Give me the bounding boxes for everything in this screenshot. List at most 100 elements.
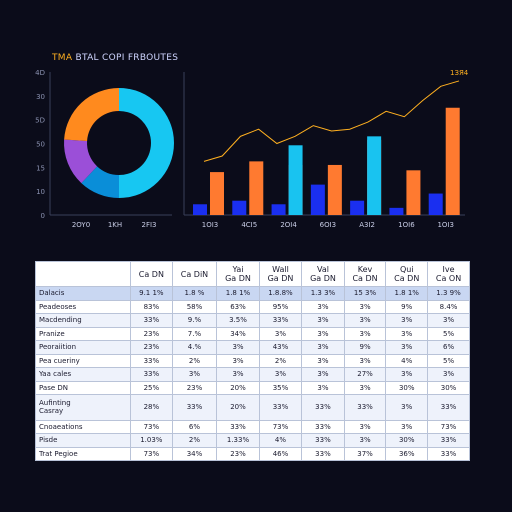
left-y-tick-label: 30: [36, 93, 45, 101]
table-cell: 1.33%: [216, 433, 260, 448]
table-cell: 3%: [343, 313, 387, 328]
donut-panel-axes: 4D 30 5D 50 15 10 0 2OY0 1KH 2FI3: [35, 69, 172, 229]
table-row-label: Aufinting Casray: [35, 394, 131, 421]
table-cell: 83%: [130, 299, 173, 314]
table-cell: 33%: [301, 446, 345, 461]
table-cell: 3.5%: [216, 313, 260, 328]
table-header-cell: Wall Ga DN: [258, 261, 303, 287]
table-cell: 3%: [343, 433, 387, 448]
table-cell: 35%: [258, 380, 303, 395]
table-cell: 33%: [301, 419, 345, 434]
table-row: Pea cueriny 33% 2% 3% 2% 3% 3% 4% 5%: [35, 353, 470, 368]
table-cell: 3%: [301, 313, 345, 328]
table-body: Dalacis 9.1 1% 1.8 % 1.8 1% 1.8.8% 1.3 3% 15 3…: [35, 286, 470, 461]
table-cell: 3%: [343, 353, 387, 368]
table-cell: 34%: [216, 326, 260, 341]
table-cell: 1.8 1%: [385, 286, 429, 301]
left-y-tick-label: 10: [36, 188, 45, 196]
table-cell: 73%: [130, 446, 173, 461]
table-cell: 3%: [343, 419, 387, 434]
table-cell: 3%: [301, 367, 345, 382]
table-cell: 43%: [258, 340, 303, 355]
table-cell: 3%: [301, 380, 345, 395]
chart-title: TMA BTAL COPI FRBOUTES: [52, 53, 178, 63]
table-header-cell: [35, 261, 131, 287]
table-cell: 95%: [258, 299, 303, 314]
trend-line: [203, 80, 460, 162]
table-cell: 30%: [427, 380, 470, 395]
left-y-tick-label: 4D: [35, 69, 45, 77]
table-row: Peadeoses 83% 58% 63% 95% 3% 3% 9% 8.4%: [35, 299, 470, 314]
table-cell: 20%: [216, 380, 260, 395]
table-cell: 63%: [216, 299, 260, 314]
bar-blue: [193, 204, 207, 215]
table-cell: 9%: [343, 340, 387, 355]
table-row: Dalacis 9.1 1% 1.8 % 1.8 1% 1.8.8% 1.3 3% 15 3…: [35, 286, 470, 301]
table-row: Pase DN 25% 23% 20% 35% 3% 3% 30% 30%: [35, 380, 470, 395]
table-cell: 33%: [171, 394, 218, 421]
table-cell: 2%: [171, 353, 218, 368]
table-cell: 33%: [216, 419, 260, 434]
donut-slice: [119, 88, 174, 198]
table-cell: 3%: [258, 367, 303, 382]
table-header-cell: Val Ga DN: [301, 261, 345, 287]
table-cell: 3%: [301, 340, 345, 355]
table-cell: 33%: [258, 313, 303, 328]
table-row-label: Pase DN: [35, 380, 131, 395]
table-cell: 2%: [171, 433, 218, 448]
table-cell: 34%: [171, 446, 218, 461]
bar-orange: [406, 170, 421, 215]
title-text: BTAL COPI FRBOUTES: [75, 53, 179, 63]
table-cell: 33%: [301, 433, 345, 448]
bar-cyan: [367, 136, 382, 215]
table-row-label: Pea cueriny: [35, 353, 131, 368]
table-cell: 25%: [130, 380, 173, 395]
left-y-tick-label: 15: [36, 164, 45, 172]
table-cell: 33%: [427, 446, 470, 461]
table-cell: 4.%: [171, 340, 218, 355]
table-cell: 7.%: [171, 326, 218, 341]
table-row: Trat Pegioe 73% 34% 23% 46% 33% 37% 36% 33%: [35, 446, 470, 461]
table-cell: 33%: [258, 394, 303, 421]
table-row-label: Pisde: [35, 433, 131, 448]
table-row-label: Pranize: [35, 326, 131, 341]
left-y-tick-label: 0: [41, 212, 45, 220]
left-x-tick-label: 2OY0: [72, 221, 90, 229]
table-cell: 33%: [343, 394, 387, 421]
table-cell: 3%: [301, 326, 345, 341]
table-cell: 6%: [171, 419, 218, 434]
bar-blue: [428, 193, 443, 215]
bar-orange: [327, 164, 342, 215]
table-row-label: Dalacis: [35, 286, 131, 301]
left-x-tick-label: 1KH: [108, 221, 122, 229]
table-cell: 73%: [130, 419, 173, 434]
table-cell: 73%: [258, 419, 303, 434]
table-cell: 3%: [385, 313, 429, 328]
table-cell: 20%: [216, 394, 260, 421]
table-cell: 3%: [216, 353, 260, 368]
bar-x-tick-label: 2OI4: [280, 221, 297, 229]
table-row: Aufinting Casray 28% 33% 20% 33% 33% 33% 3% 33%: [35, 394, 470, 421]
table-cell: 3%: [343, 326, 387, 341]
bar-line-chart: 1OI3 4CI5 2OI4 6OI3 A3I2 1OI6 1OI3 1ЗЯ4: [183, 69, 469, 229]
table-cell: 1.8 %: [171, 286, 218, 301]
table-header-cell: Yai Ga DN: [216, 261, 260, 287]
table-cell: 5%: [427, 353, 470, 368]
table-cell: 28%: [130, 394, 173, 421]
bar-blue: [271, 204, 286, 215]
table-row: Yaa cales 33% 3% 3% 3% 3% 27% 3% 3%: [35, 367, 470, 382]
table-row-label: Yaa cales: [35, 367, 131, 382]
table-header-cell: Kev Ca DN: [343, 261, 387, 287]
table-cell: 23%: [130, 340, 173, 355]
table-cell: 3%: [301, 299, 345, 314]
table-cell: 30%: [385, 380, 429, 395]
bar-x-tick-label: 4CI5: [241, 221, 257, 229]
donut-chart: [63, 88, 174, 198]
table-cell: 3%: [385, 367, 429, 382]
bar-x-tick-label: 6OI3: [320, 221, 336, 229]
table-cell: 33%: [130, 313, 173, 328]
table-cell: 3%: [343, 380, 387, 395]
table-cell: 3%: [385, 340, 429, 355]
data-table: Ca DN Ca DiN Yai Ga DN Wall Ga DN Val Ga DN Kev C…: [35, 261, 470, 461]
